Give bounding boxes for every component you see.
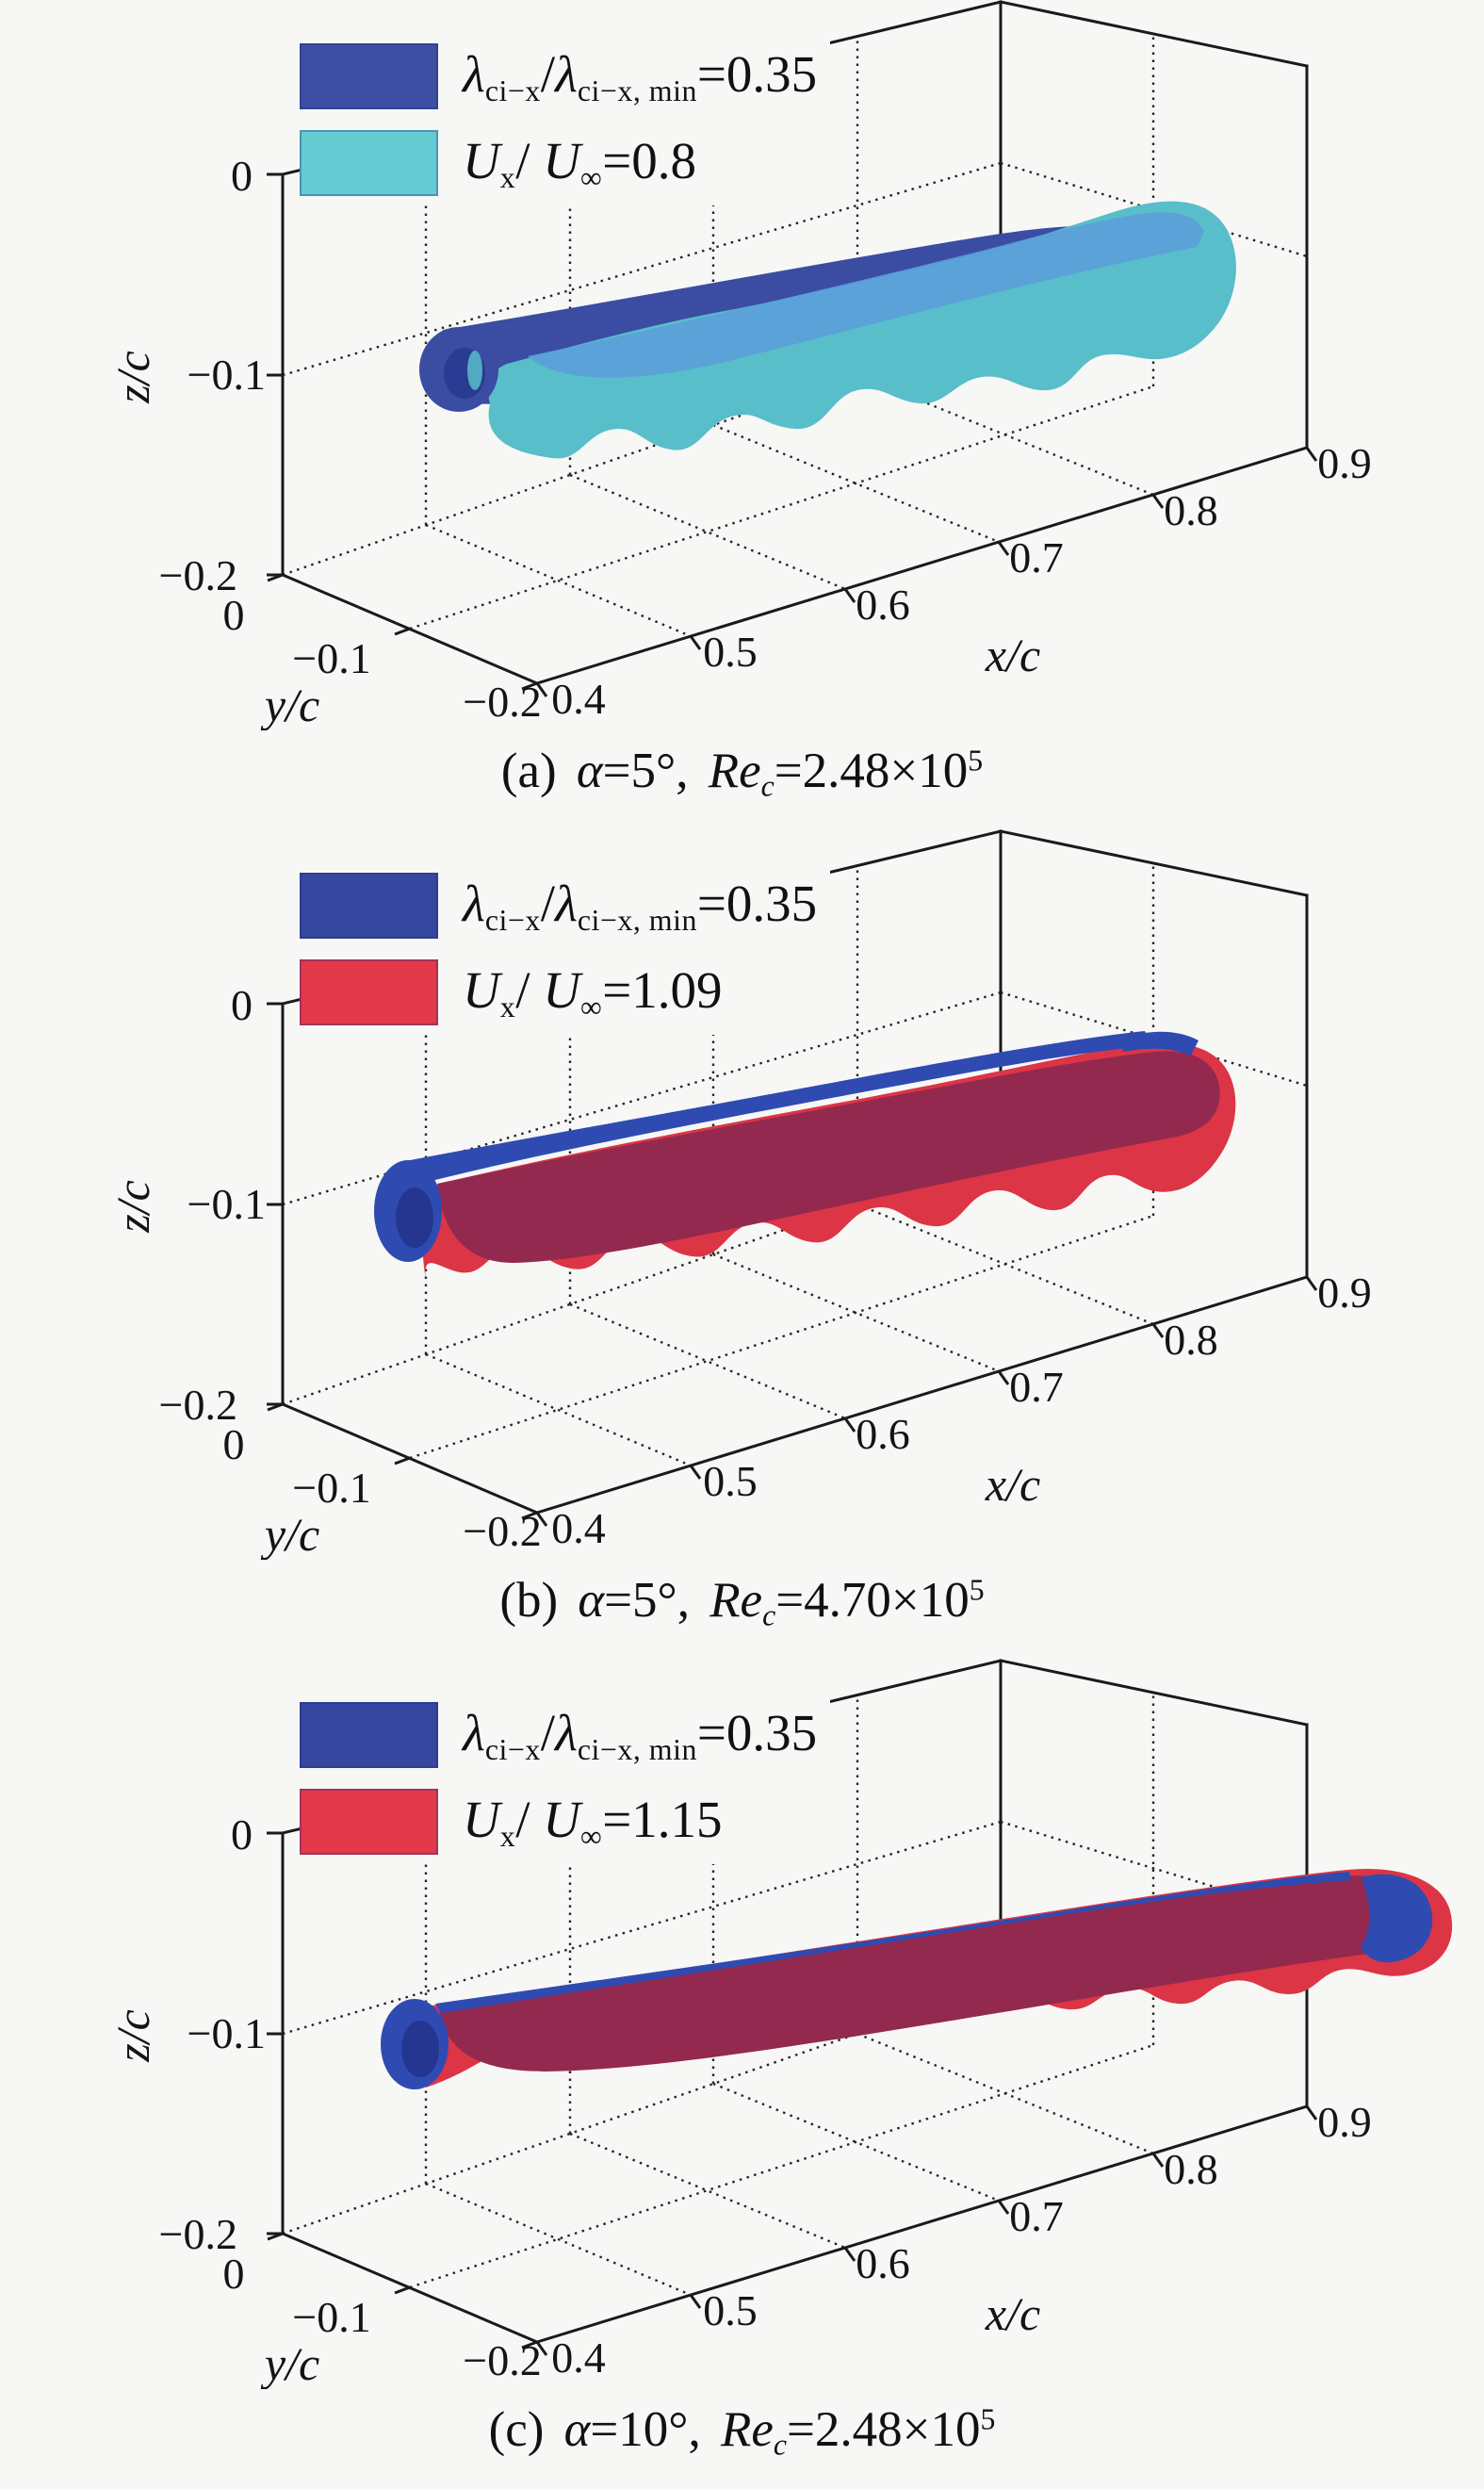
vortex-core-cap-inner [396, 1187, 433, 1248]
vortex-core-cap-inner [401, 2021, 439, 2077]
legend-velocity-label: Ux/ U∞=0.8 [463, 131, 696, 195]
panel-a: 0 −0.1 −0.2 0 −0.1 −0.2 0.4 0.5 0.6 0.7 … [0, 0, 1484, 829]
vortex-tip [1361, 1874, 1433, 1963]
legend-swatch-lambda [300, 873, 438, 939]
legend-lambda-label: λci−x/λci−x, min=0.35 [463, 1703, 818, 1767]
plot3d-a: 0 −0.1 −0.2 0 −0.1 −0.2 0.4 0.5 0.6 0.7 … [105, 0, 1374, 730]
vortex-isosurface [405, 1031, 1151, 1181]
panel-c: λci−x/λci−x, min=0.35 Ux/ U∞=1.15 (c) α=1… [0, 1659, 1484, 2488]
plot3d-b [105, 829, 1374, 1560]
legend-swatch-velocity [300, 130, 438, 196]
legend-item-velocity: Ux/ U∞=0.8 [300, 130, 817, 196]
caption-a: (a) α=5°, Rec=2.48×105 [500, 744, 984, 803]
legend-c: λci−x/λci−x, min=0.35 Ux/ U∞=1.15 [300, 1696, 831, 1864]
legend-lambda-label: λci−x/λci−x, min=0.35 [463, 874, 818, 938]
legend-item-vortex: λci−x/λci−x, min=0.35 [300, 43, 817, 109]
legend-item-vortex: λci−x/λci−x, min=0.35 [300, 873, 817, 939]
legend-swatch-lambda [300, 1702, 438, 1768]
vortex-isosurface [435, 1872, 1351, 2013]
legend-swatch-velocity [300, 959, 438, 1025]
velocity-isosurface-highlight [528, 212, 1204, 378]
legend-item-velocity: Ux/ U∞=1.15 [300, 1789, 817, 1855]
legend-swatch-velocity [300, 1789, 438, 1855]
legend-swatch-lambda [300, 43, 438, 109]
isosurfaces-c [381, 1868, 1453, 2089]
isosurfaces-b [374, 1031, 1236, 1280]
caption-c: (c) α=10°, Rec=2.48×105 [488, 2402, 996, 2462]
legend-velocity-label: Ux/ U∞=1.09 [463, 960, 723, 1024]
legend-b: λci−x/λci−x, min=0.35 Ux/ U∞=1.09 [300, 867, 831, 1035]
overlap-region [439, 1875, 1417, 2071]
caption-b: (b) α=5°, Rec=4.70×105 [499, 1573, 985, 1632]
panel-b: λci−x/λci−x, min=0.35 Ux/ U∞=1.09 (b) α=5… [0, 829, 1484, 1659]
legend-item-velocity: Ux/ U∞=1.09 [300, 959, 817, 1025]
isosurfaces-a [419, 201, 1236, 459]
legend-item-vortex: λci−x/λci−x, min=0.35 [300, 1702, 817, 1768]
vortex-core-opening [467, 351, 482, 390]
vortex-tip [1121, 1031, 1199, 1056]
legend-a: λci−x/λci−x, min=0.35 Ux/ U∞=0.8 [300, 38, 831, 205]
legend-lambda-label: λci−x/λci−x, min=0.35 [463, 44, 818, 108]
plot3d-c [105, 1659, 1453, 2389]
legend-velocity-label: Ux/ U∞=1.15 [463, 1790, 723, 1854]
overlap-region [437, 1051, 1220, 1263]
